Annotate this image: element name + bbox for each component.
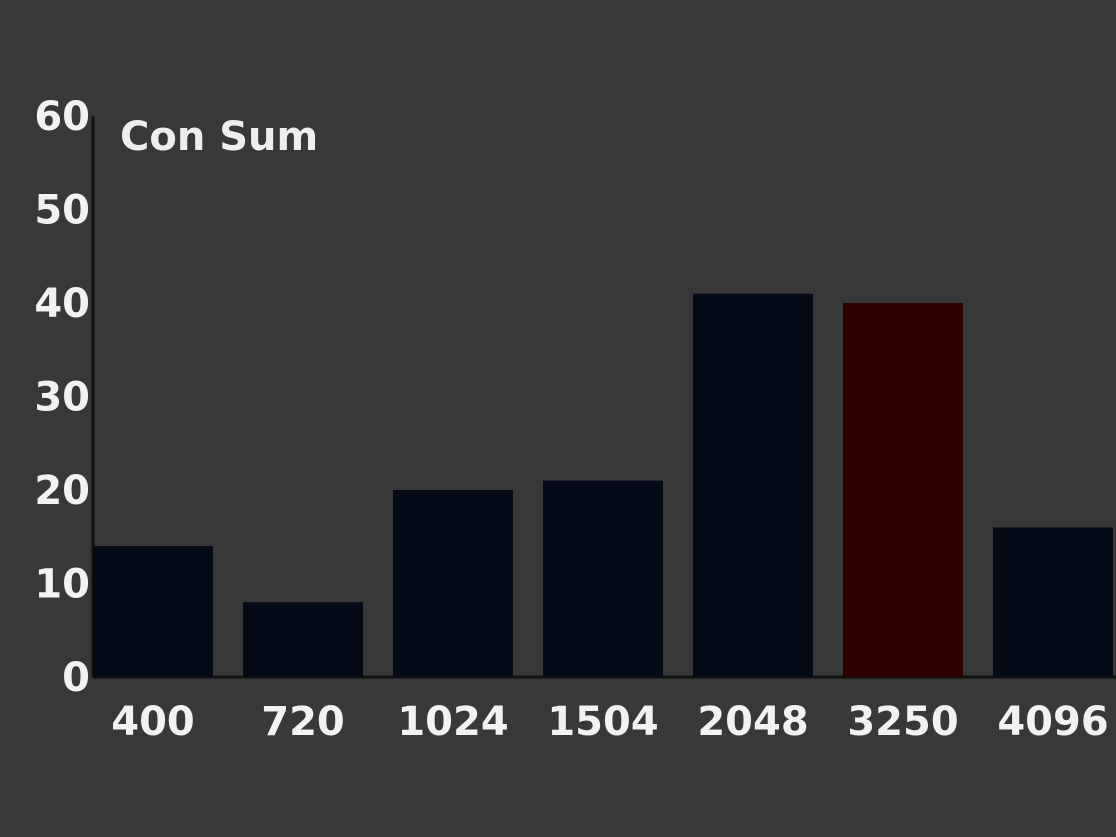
bar-720 (243, 602, 363, 677)
x-tick-label: 3250 (847, 699, 958, 745)
bar-3250 (843, 303, 963, 677)
chart-title: Con Sum (120, 114, 318, 160)
y-tick-label: 20 (34, 468, 90, 514)
bar-2048 (693, 293, 813, 677)
bar-400 (93, 546, 213, 677)
y-tick-label: 0 (62, 655, 90, 701)
x-tick-label: 2048 (697, 699, 808, 745)
x-tick-label: 400 (111, 699, 195, 745)
bar-1024 (393, 490, 513, 677)
x-tick-label: 1024 (397, 699, 508, 745)
y-tick-label: 30 (34, 375, 90, 421)
bar-1504 (543, 480, 663, 677)
y-tick-label: 60 (34, 94, 90, 140)
x-tick-label: 1504 (547, 699, 658, 745)
x-tick-label: 720 (261, 699, 345, 745)
x-tick-label: 4096 (997, 699, 1108, 745)
y-tick-label: 40 (34, 281, 90, 327)
y-tick-label: 50 (34, 188, 90, 234)
bar-4096 (993, 527, 1113, 677)
y-tick-label: 10 (34, 562, 90, 608)
